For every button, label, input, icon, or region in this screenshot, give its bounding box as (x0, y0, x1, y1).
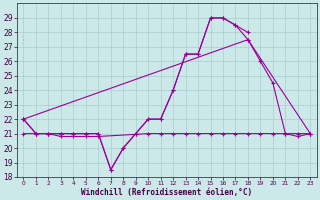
X-axis label: Windchill (Refroidissement éolien,°C): Windchill (Refroidissement éolien,°C) (81, 188, 252, 197)
